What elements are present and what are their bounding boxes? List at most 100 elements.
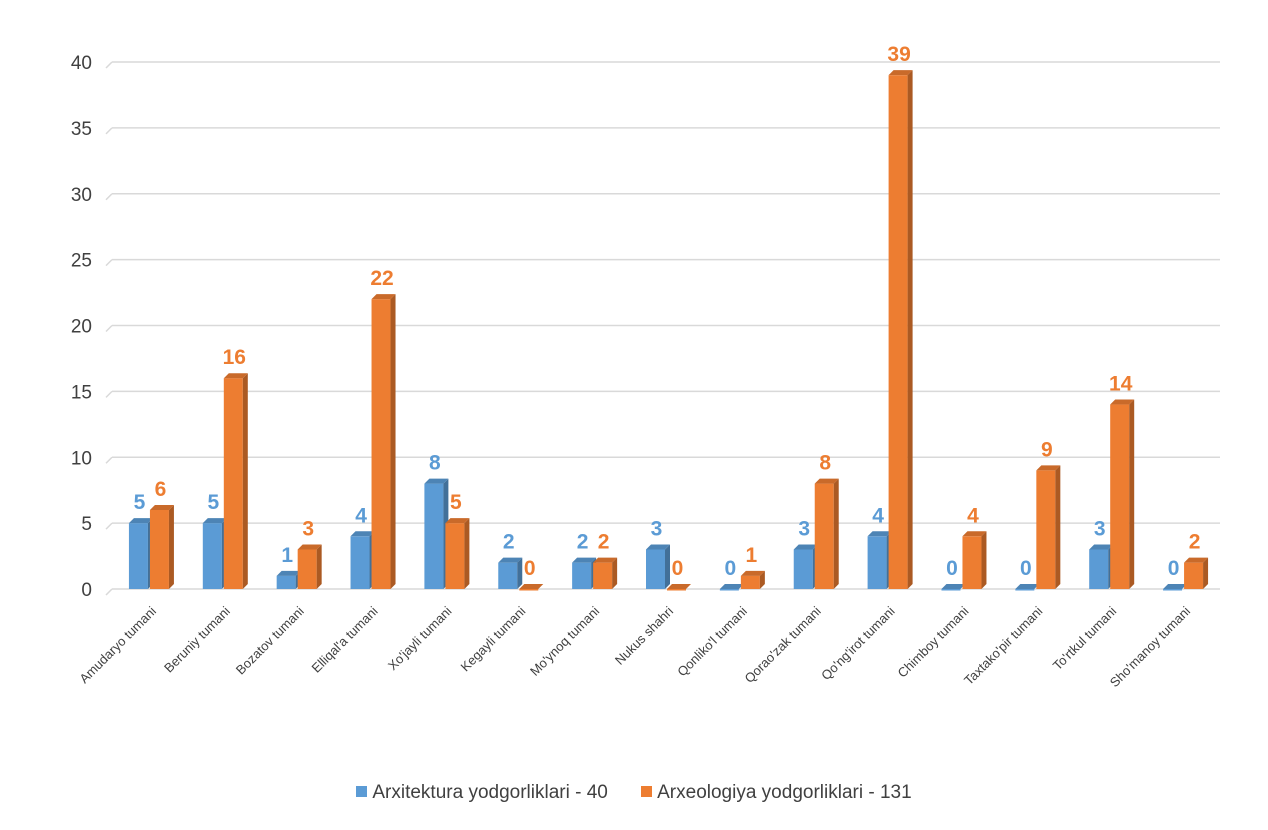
x-tick-label: To'rtkul tumani	[1050, 603, 1120, 673]
data-label: 6	[155, 478, 167, 501]
bar	[1184, 557, 1209, 589]
bar	[1110, 399, 1135, 589]
gridline-depth	[105, 588, 113, 596]
data-label: 0	[946, 557, 958, 580]
data-label: 0	[725, 557, 737, 580]
x-tick-label: Elliqal'a tumani	[309, 603, 381, 675]
bar	[498, 557, 523, 589]
bar	[519, 584, 544, 591]
bar	[128, 518, 153, 589]
bar	[646, 544, 670, 589]
gridline-depth	[105, 390, 113, 398]
data-label: 1	[746, 544, 758, 567]
bar	[962, 531, 987, 589]
y-tick-label: 30	[71, 185, 92, 206]
bar	[793, 544, 818, 589]
bar	[202, 518, 227, 589]
bar	[297, 544, 322, 589]
data-label: 0	[524, 557, 536, 580]
data-label: 3	[1094, 517, 1106, 540]
legend-label-arxitektura: Arxitektura yodgorliklari - 40	[372, 782, 608, 803]
x-tick-label: Kegayli tumani	[457, 603, 528, 674]
data-label: 3	[302, 517, 314, 540]
data-label: 8	[819, 452, 831, 475]
y-tick-label: 40	[71, 53, 92, 74]
bar	[719, 584, 744, 591]
x-tick-label: Xo'jayli tumani	[385, 603, 455, 673]
bars	[128, 70, 1209, 591]
bar	[667, 584, 691, 591]
bar	[350, 531, 375, 589]
legend-item-arxeologiya: Arxeologiya yodgorliklari - 131	[641, 782, 912, 804]
bar	[888, 70, 913, 590]
data-label: 3	[651, 517, 663, 540]
data-label: 22	[370, 267, 393, 290]
bar	[223, 373, 248, 589]
legend-swatch-blue	[356, 786, 368, 798]
bar	[572, 557, 597, 589]
data-label: 2	[577, 531, 589, 554]
gridline-depth	[105, 127, 113, 135]
x-tick-label: Chimboy tumani	[895, 603, 972, 680]
gridline-depth	[105, 259, 113, 267]
x-tick-label: Nukus shahri	[612, 603, 676, 667]
bar	[740, 570, 765, 589]
x-tick-label: Qonliko'l tumani	[674, 603, 750, 679]
y-tick-label: 20	[71, 317, 92, 338]
data-label: 5	[450, 491, 462, 514]
x-tick-label: Qorao'zak tumani	[741, 603, 823, 685]
data-label: 9	[1041, 438, 1053, 461]
bar	[941, 584, 966, 591]
gridlines	[105, 61, 1220, 596]
data-label: 16	[223, 346, 246, 369]
y-axis: 0 5 10 15 20 25 30 35 40	[71, 53, 92, 601]
data-label: 4	[967, 504, 979, 527]
x-axis-labels: Amudaryo tumani Beruniy tumani Bozatov tum…	[76, 603, 1193, 690]
y-tick-label: 5	[81, 514, 92, 535]
bar	[1163, 584, 1188, 591]
gridline-depth	[105, 522, 113, 530]
bar	[1089, 544, 1114, 589]
x-tick-label: Amudaryo tumani	[76, 603, 159, 686]
bar	[371, 294, 396, 589]
data-label: 4	[355, 504, 367, 527]
y-tick-label: 0	[81, 580, 92, 601]
y-tick-label: 35	[71, 119, 92, 140]
legend-item-arxitektura: Arxitektura yodgorliklari - 40	[356, 782, 608, 804]
x-tick-label: Taxtako'pir tumani	[961, 603, 1045, 687]
data-label: 14	[1109, 373, 1133, 396]
x-tick-label: Beruniy tumani	[161, 603, 233, 675]
bar	[1015, 584, 1040, 591]
bar	[445, 518, 470, 589]
bar	[867, 531, 892, 589]
data-label: 39	[887, 43, 910, 66]
data-label: 0	[1168, 557, 1180, 580]
gridline-depth	[105, 456, 113, 464]
data-label: 4	[872, 504, 884, 527]
bar	[814, 478, 839, 589]
bar	[1036, 465, 1061, 589]
y-tick-label: 15	[71, 382, 92, 403]
y-tick-label: 25	[71, 251, 92, 272]
gridline-depth	[105, 324, 113, 333]
data-label: 2	[598, 531, 610, 554]
gridline-depth	[105, 193, 113, 201]
x-tick-label: Qo'ng'irot tumani	[818, 603, 898, 683]
legend-label-arxeologiya: Arxeologiya yodgorliklari - 131	[657, 782, 912, 803]
data-label: 1	[281, 544, 293, 567]
x-tick-label: Mo'ynoq tumani	[527, 603, 602, 678]
bar	[593, 557, 618, 589]
y-tick-label: 10	[71, 448, 92, 469]
bar	[149, 504, 174, 589]
data-label: 0	[1020, 557, 1032, 580]
legend: Arxitektura yodgorliklari - 40 Arxeologi…	[0, 782, 1268, 804]
data-label: 5	[207, 491, 219, 514]
data-label: 5	[134, 491, 146, 514]
data-label: 3	[798, 517, 810, 540]
data-label: 2	[1189, 531, 1201, 554]
bar	[424, 478, 449, 589]
data-label: 8	[429, 452, 441, 475]
